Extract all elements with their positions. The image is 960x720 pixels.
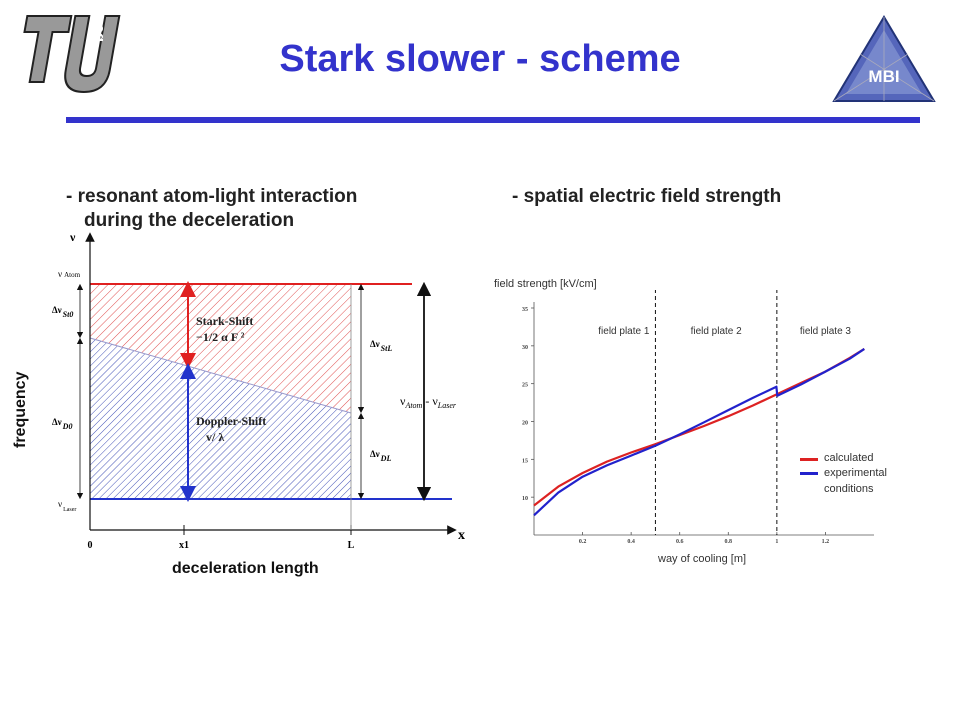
doppler-shift-formula: v/ λ xyxy=(206,430,224,444)
deceleration-length-title: deceleration length xyxy=(172,560,319,577)
resonance-diagram: ν x ν Atom νLaser ΔνSt0 ΔνD0 ΔνStL ΔνDL S… xyxy=(52,230,465,551)
chart-x-label: way of cooling [m] xyxy=(658,553,747,565)
title-divider xyxy=(66,117,920,123)
stark-shift-label: Stark-Shift xyxy=(196,314,253,328)
y-tick-label: 20 xyxy=(522,421,528,427)
tick-label-x1: x1 xyxy=(179,540,189,551)
stark-shift-formula: −1/2 α F ² xyxy=(196,330,245,344)
field-strength-chart: 10 15 20 25 30 35 0.2 0.4 0.6 0.8 1 1.2 field plate … xyxy=(522,290,874,545)
x-tick-label: 0.2 xyxy=(579,539,587,545)
x-tick-label: 1 xyxy=(775,539,778,545)
nu-axis-label: ν xyxy=(69,230,76,244)
field-plate-label-1: field plate 1 xyxy=(598,326,650,337)
delta-dl-label: ΔνDL xyxy=(370,449,391,463)
mbi-logo: MBI xyxy=(830,14,938,104)
field-plate-label-3: field plate 3 xyxy=(800,326,852,337)
x-tick-label: 0.6 xyxy=(676,539,684,545)
delta-d0-label: ΔνD0 xyxy=(52,417,72,431)
legend-swatch-calculated xyxy=(800,458,818,461)
frequency-axis-title: frequency xyxy=(12,371,29,448)
series-line-experimental xyxy=(533,347,865,517)
mbi-logo-text: MBI xyxy=(868,67,899,86)
nu-laser-label: νLaser xyxy=(58,499,76,513)
y-tick-label: 10 xyxy=(522,496,528,502)
x-tick-label: 0.8 xyxy=(725,539,733,545)
left-bullet-line2: during the deceleration xyxy=(84,210,295,231)
y-tick-label: 35 xyxy=(522,307,528,313)
delta-stl-label: ΔνStL xyxy=(370,339,392,353)
legend-swatch-experimental xyxy=(800,472,818,475)
tick-label-0: 0 xyxy=(88,540,93,551)
stark-region xyxy=(90,284,351,413)
legend-conditions: conditions xyxy=(824,483,874,495)
y-tick-label: 30 xyxy=(522,345,528,351)
legend: calculated experimental conditions xyxy=(800,452,910,502)
doppler-region xyxy=(90,338,351,499)
y-tick-label: 25 xyxy=(522,383,528,389)
page-title: Stark slower - scheme xyxy=(279,38,681,80)
legend-calculated: calculated xyxy=(824,452,874,464)
chart-y-label: field strength [kV/cm] xyxy=(494,278,597,290)
right-bullet: - spatial electric field strength xyxy=(512,186,782,207)
tu-berlin-logo: berlin xyxy=(14,1,124,102)
x-tick-label: 0.4 xyxy=(627,539,635,545)
tick-label-L: L xyxy=(348,540,355,551)
x-axis-label: x xyxy=(458,528,465,543)
y-tick-label: 15 xyxy=(522,458,528,464)
delta-st0-label: ΔνSt0 xyxy=(52,305,73,319)
logo-berlin-word: berlin xyxy=(90,1,107,42)
field-plate-label-2: field plate 2 xyxy=(691,326,743,337)
x-tick-label: 1.2 xyxy=(822,539,830,545)
frequency-difference-label: νAtom - νLaser xyxy=(400,394,457,410)
left-bullet-line1: - resonant atom-light interaction xyxy=(66,186,358,207)
doppler-shift-label: Doppler-Shift xyxy=(196,414,266,428)
legend-experimental: experimental xyxy=(824,467,887,479)
nu-atom-label: ν Atom xyxy=(58,269,81,279)
